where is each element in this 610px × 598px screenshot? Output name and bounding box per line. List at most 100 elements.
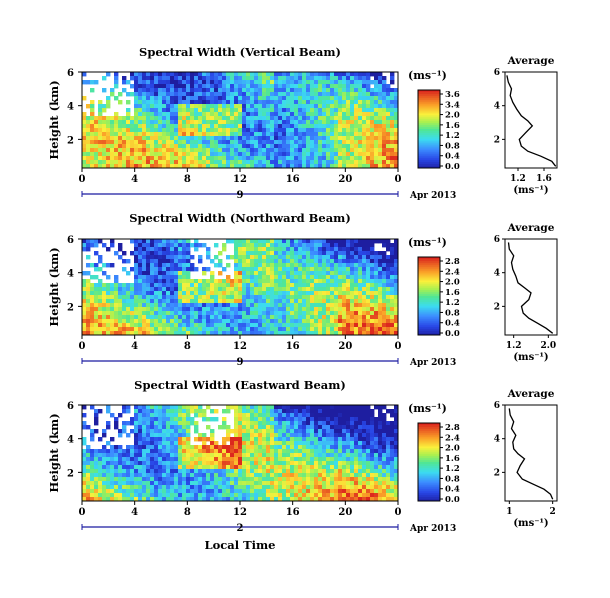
heatmap-cell (118, 319, 123, 324)
heatmap-cell (302, 453, 307, 458)
heatmap-cell (190, 449, 195, 454)
heatmap-cell (154, 291, 159, 296)
heatmap-cell (94, 299, 99, 304)
heatmap-cell (302, 425, 307, 430)
heatmap-cell (114, 315, 119, 320)
heatmap-cell (370, 279, 375, 284)
heatmap-cell (298, 279, 303, 284)
heatmap-cell (178, 409, 183, 414)
heatmap-cell (194, 156, 199, 161)
heatmap-cell (154, 307, 159, 312)
heatmap-cell (274, 263, 279, 268)
heatmap-cell (218, 80, 223, 85)
heatmap-cell (342, 283, 347, 288)
heatmap-cell (310, 84, 315, 89)
heatmap-cell (138, 116, 143, 121)
heatmap-cell (194, 128, 199, 133)
heatmap-cell (374, 283, 379, 288)
heatmap-cell (238, 307, 243, 312)
heatmap-cell (310, 405, 315, 410)
heatmap-cell (150, 88, 155, 93)
heatmap-cell (358, 247, 363, 252)
heatmap-cell (210, 156, 215, 161)
heatmap-cell (166, 283, 171, 288)
heatmap-cell (230, 100, 235, 105)
heatmap-cell (306, 124, 311, 129)
heatmap-cell (294, 112, 299, 117)
heatmap-cell (130, 485, 135, 490)
heatmap-cell (98, 259, 103, 264)
heatmap-cell (206, 473, 211, 478)
heatmap-cell (298, 136, 303, 141)
heatmap-cell (146, 493, 151, 498)
heatmap-cell (318, 331, 323, 336)
heatmap-cell (138, 481, 143, 486)
heatmap-cell (202, 299, 207, 304)
heatmap-cell (278, 112, 283, 117)
heatmap-cell (94, 315, 99, 320)
heatmap-cell (186, 263, 191, 268)
heatmap-cell (322, 116, 327, 121)
heatmap-cell (222, 132, 227, 137)
heatmap-cell (278, 92, 283, 97)
heatmap-cell (338, 164, 343, 169)
heatmap-cell (334, 144, 339, 149)
heatmap-cell (170, 489, 175, 494)
heatmap-cell (242, 315, 247, 320)
heatmap-cell (138, 493, 143, 498)
heatmap-cell (190, 323, 195, 328)
heatmap-cell (154, 477, 159, 482)
average-y-tick-label: 4 (494, 102, 500, 112)
heatmap-cell (162, 465, 167, 470)
heatmap-cell (158, 247, 163, 252)
heatmap-cell (122, 132, 127, 137)
heatmap-cell (134, 108, 139, 113)
heatmap-cell (210, 441, 215, 446)
heatmap-cell (250, 295, 255, 300)
heatmap-cell (378, 96, 383, 101)
heatmap-cell (386, 84, 391, 89)
heatmap-cell (314, 489, 319, 494)
heatmap-cell (242, 323, 247, 328)
heatmap-cell (86, 104, 91, 109)
heatmap-cell (202, 279, 207, 284)
heatmap-cell (262, 267, 267, 272)
heatmap-cell (218, 303, 223, 308)
heatmap-cell (358, 116, 363, 121)
heatmap-cell (250, 247, 255, 252)
heatmap-cell (138, 465, 143, 470)
heatmap-cell (354, 263, 359, 268)
heatmap-cell (202, 481, 207, 486)
heatmap-cell (158, 303, 163, 308)
heatmap-cell (118, 477, 123, 482)
heatmap-cell (126, 485, 131, 490)
heatmap-cell (354, 76, 359, 81)
heatmap-cell (366, 291, 371, 296)
heatmap-cell (366, 295, 371, 300)
heatmap-cell (174, 108, 179, 113)
heatmap-cell (246, 291, 251, 296)
heatmap-cell (262, 331, 267, 336)
heatmap-cell (258, 120, 263, 125)
heatmap-cell (238, 104, 243, 109)
heatmap-cell (298, 247, 303, 252)
heatmap-cell (122, 160, 127, 165)
heatmap-cell (242, 128, 247, 133)
heatmap-cell (118, 128, 123, 133)
heatmap-cell (302, 152, 307, 157)
heatmap-cell (246, 433, 251, 438)
heatmap-cell (146, 243, 151, 248)
heatmap-cell (314, 72, 319, 77)
heatmap-cell (306, 132, 311, 137)
heatmap-cell (282, 128, 287, 133)
heatmap-cell (286, 136, 291, 141)
heatmap-cell (330, 323, 335, 328)
heatmap-cell (106, 140, 111, 145)
heatmap-cell (294, 405, 299, 410)
heatmap-cell (354, 275, 359, 280)
heatmap-cell (90, 88, 95, 93)
heatmap-cell (334, 96, 339, 101)
heatmap-cell (314, 120, 319, 125)
heatmap-cell (162, 327, 167, 332)
heatmap-cell (154, 108, 159, 113)
